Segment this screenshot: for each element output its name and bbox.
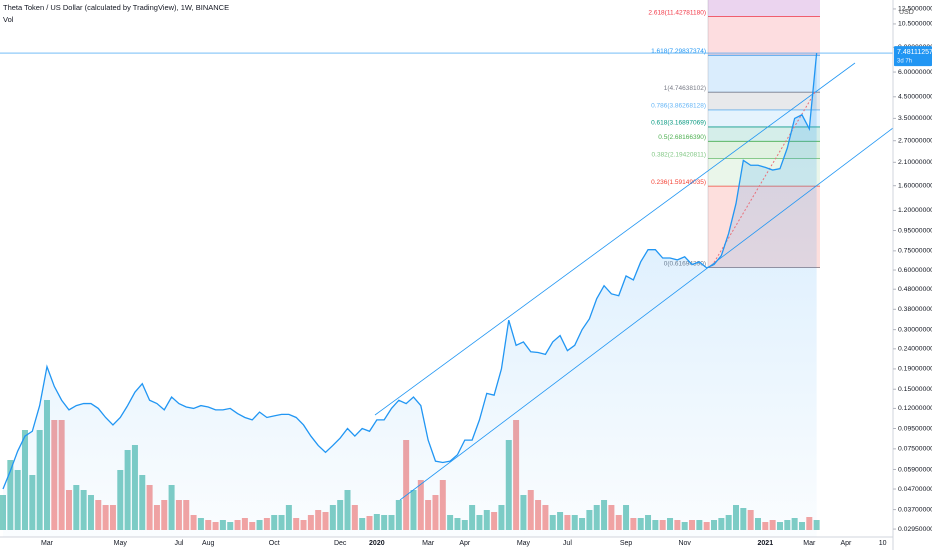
x-tick-label: Oct [269,540,280,547]
fib-zone-top [708,0,820,17]
price-area [3,53,817,537]
x-tick-label: Aug [202,540,215,547]
y-tick-label: 0.03700000 [898,506,932,513]
x-tick-label: Nov [678,540,691,547]
x-tick-label: Mar [41,540,54,547]
x-tick-label: Apr [840,540,852,547]
fib-zone [708,55,820,93]
axis-layer: 0.02950000 0.03700000 0.04700000 0.05900000… [41,6,932,547]
x-tick-label: May [114,540,128,547]
y-tick-label: 3.50000000 [898,115,932,122]
x-tick-label: Sep [620,540,633,547]
last-price-label: 7.48111257 [897,49,932,56]
fib-label: 0.236(1.59149035) [651,179,706,186]
y-tick-label: 0.05900000 [898,466,932,473]
y-tick-label: 0.19000000 [898,366,932,373]
area-layer [3,53,817,537]
y-tick-label: 0.04700000 [898,486,932,493]
y-tick-label: 12.5000000 [898,6,932,13]
x-tick-label: Mar [422,540,435,547]
y-tick-label: 0.95000000 [898,227,932,234]
x-tick-label: Jul [563,540,572,547]
y-tick-label: 1.60000000 [898,182,932,189]
y-tick-label: 4.50000000 [898,94,932,101]
y-tick-label: 1.20000000 [898,207,932,214]
volume-label: Vol [3,15,14,24]
line-layer [0,52,893,490]
price-line [2,53,818,490]
fib-label: 0.5(2.68166390) [658,134,706,141]
y-tick-label: 0.24000000 [898,346,932,353]
projection [711,91,816,267]
fib-label: 2.618(11.42781180) [648,9,706,16]
countdown: 3d 7h [897,59,912,65]
y-tick-label: 2.70000000 [898,138,932,145]
x-tick-label: 2020 [369,540,385,547]
y-tick-label: 0.02950000 [898,526,932,533]
y-tick-label: 0.38000000 [898,306,932,313]
y-tick-label: 0.07500000 [898,446,932,453]
y-tick-label: 0.15000000 [898,386,932,393]
x-tick-label: Jul [174,540,183,547]
y-tick-label: 10.5000000 [898,21,932,28]
fib-label: 0.382(2.19420811) [652,151,706,158]
fib-zone [708,92,820,110]
y-tick-label: 0.48000000 [898,286,932,293]
x-tick-label: 2021 [758,540,774,547]
y-tick-label: 0.12000000 [898,405,932,412]
channel-upper [374,62,856,416]
y-tick-label: 0.30000000 [898,326,932,333]
x-tick-label: Apr [459,540,471,547]
fib-label: 1(4.74638102) [664,85,706,92]
y-tick-label: 2.10000000 [898,159,932,166]
fib-label: 0.786(3.86268128) [651,103,706,110]
fib-label: 0.618(3.16897069) [651,120,706,127]
y-tick-label: 6.00000000 [898,69,932,76]
x-tick-label: 10 [879,540,887,547]
fib-label: 1.618(7.29837374) [651,48,706,55]
last-price-box [894,46,932,67]
y-tick-label: 0.09500000 [898,425,932,432]
currency: USD [899,9,914,16]
fib-zone [708,16,820,56]
y-tick-label: 0.60000000 [898,267,932,274]
symbol-title: Theta Token / US Dollar (calculated by T… [3,3,229,12]
x-tick-label: May [517,540,531,547]
fib-zone [708,109,820,127]
x-tick-label: Dec [334,540,347,547]
x-tick-label: Mar [803,540,816,547]
y-tick-label: 0.75000000 [898,248,932,255]
channel-lower [399,127,894,501]
